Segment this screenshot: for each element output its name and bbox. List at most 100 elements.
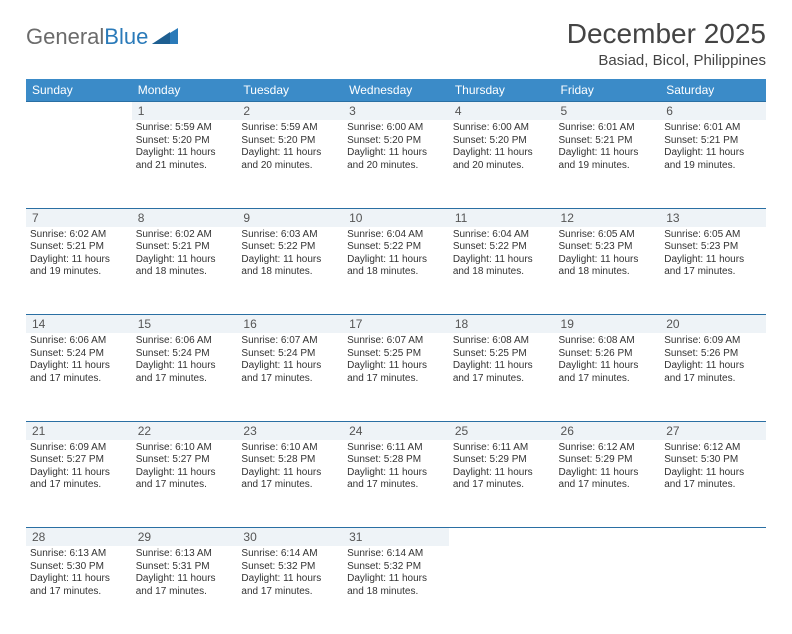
sunset-text: Sunset: 5:32 PM — [347, 561, 445, 574]
sunrise-text: Sunrise: 5:59 AM — [136, 122, 234, 135]
daylight-text: Daylight: 11 hours and 17 minutes. — [30, 360, 128, 385]
sunrise-text: Sunrise: 6:12 AM — [559, 442, 657, 455]
day-cell: Sunrise: 6:01 AMSunset: 5:21 PMDaylight:… — [555, 120, 661, 208]
day-number-cell: 11 — [449, 208, 555, 227]
sunrise-text: Sunrise: 6:03 AM — [241, 229, 339, 242]
sunset-text: Sunset: 5:29 PM — [453, 454, 551, 467]
day-number-cell — [660, 528, 766, 547]
daylight-text: Daylight: 11 hours and 17 minutes. — [241, 467, 339, 492]
day-cell — [26, 120, 132, 208]
weekday-header: Thursday — [449, 79, 555, 102]
daylight-text: Daylight: 11 hours and 17 minutes. — [241, 360, 339, 385]
daylight-text: Daylight: 11 hours and 17 minutes. — [347, 467, 445, 492]
sunset-text: Sunset: 5:32 PM — [241, 561, 339, 574]
logo: GeneralBlue — [26, 18, 178, 50]
day-number-row: 28293031 — [26, 528, 766, 547]
daylight-text: Daylight: 11 hours and 17 minutes. — [30, 573, 128, 598]
sunrise-text: Sunrise: 6:13 AM — [30, 548, 128, 561]
day-cell: Sunrise: 6:13 AMSunset: 5:30 PMDaylight:… — [26, 546, 132, 634]
sunrise-text: Sunrise: 6:08 AM — [559, 335, 657, 348]
day-number-cell: 28 — [26, 528, 132, 547]
daylight-text: Daylight: 11 hours and 18 minutes. — [453, 254, 551, 279]
daylight-text: Daylight: 11 hours and 17 minutes. — [453, 360, 551, 385]
daylight-text: Daylight: 11 hours and 17 minutes. — [347, 360, 445, 385]
daylight-text: Daylight: 11 hours and 19 minutes. — [30, 254, 128, 279]
day-content-row: Sunrise: 6:06 AMSunset: 5:24 PMDaylight:… — [26, 333, 766, 421]
daylight-text: Daylight: 11 hours and 17 minutes. — [664, 254, 762, 279]
daylight-text: Daylight: 11 hours and 17 minutes. — [241, 573, 339, 598]
sunrise-text: Sunrise: 6:01 AM — [559, 122, 657, 135]
logo-text-gray: General — [26, 24, 104, 50]
day-number-cell: 19 — [555, 315, 661, 334]
day-number-cell: 22 — [132, 421, 238, 440]
sunrise-text: Sunrise: 6:00 AM — [453, 122, 551, 135]
day-cell: Sunrise: 6:05 AMSunset: 5:23 PMDaylight:… — [555, 227, 661, 315]
sunrise-text: Sunrise: 6:13 AM — [136, 548, 234, 561]
daylight-text: Daylight: 11 hours and 17 minutes. — [136, 360, 234, 385]
day-number-cell: 29 — [132, 528, 238, 547]
sunset-text: Sunset: 5:26 PM — [559, 348, 657, 361]
sunset-text: Sunset: 5:27 PM — [136, 454, 234, 467]
sunset-text: Sunset: 5:29 PM — [559, 454, 657, 467]
day-cell: Sunrise: 6:04 AMSunset: 5:22 PMDaylight:… — [449, 227, 555, 315]
logo-text-blue: Blue — [104, 24, 148, 50]
sunset-text: Sunset: 5:20 PM — [453, 135, 551, 148]
daylight-text: Daylight: 11 hours and 17 minutes. — [453, 467, 551, 492]
day-cell: Sunrise: 6:02 AMSunset: 5:21 PMDaylight:… — [26, 227, 132, 315]
day-cell: Sunrise: 6:08 AMSunset: 5:26 PMDaylight:… — [555, 333, 661, 421]
weekday-header: Monday — [132, 79, 238, 102]
day-cell: Sunrise: 6:09 AMSunset: 5:26 PMDaylight:… — [660, 333, 766, 421]
day-cell: Sunrise: 6:12 AMSunset: 5:30 PMDaylight:… — [660, 440, 766, 528]
daylight-text: Daylight: 11 hours and 20 minutes. — [453, 147, 551, 172]
weekday-header: Wednesday — [343, 79, 449, 102]
sunrise-text: Sunrise: 6:09 AM — [664, 335, 762, 348]
day-cell: Sunrise: 6:07 AMSunset: 5:25 PMDaylight:… — [343, 333, 449, 421]
sunrise-text: Sunrise: 6:07 AM — [241, 335, 339, 348]
sunset-text: Sunset: 5:31 PM — [136, 561, 234, 574]
day-number-cell: 20 — [660, 315, 766, 334]
sunset-text: Sunset: 5:27 PM — [30, 454, 128, 467]
day-cell: Sunrise: 6:11 AMSunset: 5:29 PMDaylight:… — [449, 440, 555, 528]
header: GeneralBlue December 2025 Basiad, Bicol,… — [26, 18, 766, 69]
day-number-cell: 2 — [237, 102, 343, 121]
sunrise-text: Sunrise: 6:06 AM — [136, 335, 234, 348]
daylight-text: Daylight: 11 hours and 18 minutes. — [347, 254, 445, 279]
sunset-text: Sunset: 5:22 PM — [453, 241, 551, 254]
daylight-text: Daylight: 11 hours and 18 minutes. — [347, 573, 445, 598]
sunset-text: Sunset: 5:24 PM — [241, 348, 339, 361]
day-number-cell: 30 — [237, 528, 343, 547]
calendar-body: 123456Sunrise: 5:59 AMSunset: 5:20 PMDay… — [26, 102, 766, 634]
sunrise-text: Sunrise: 6:07 AM — [347, 335, 445, 348]
sunrise-text: Sunrise: 6:06 AM — [30, 335, 128, 348]
day-number-cell: 16 — [237, 315, 343, 334]
day-number-cell: 15 — [132, 315, 238, 334]
sunset-text: Sunset: 5:24 PM — [30, 348, 128, 361]
day-number-cell: 1 — [132, 102, 238, 121]
day-number-cell — [449, 528, 555, 547]
daylight-text: Daylight: 11 hours and 17 minutes. — [136, 467, 234, 492]
sunset-text: Sunset: 5:26 PM — [664, 348, 762, 361]
sunrise-text: Sunrise: 5:59 AM — [241, 122, 339, 135]
sunrise-text: Sunrise: 6:01 AM — [664, 122, 762, 135]
sunset-text: Sunset: 5:22 PM — [347, 241, 445, 254]
weekday-header: Tuesday — [237, 79, 343, 102]
day-number-cell: 23 — [237, 421, 343, 440]
sunrise-text: Sunrise: 6:10 AM — [136, 442, 234, 455]
daylight-text: Daylight: 11 hours and 17 minutes. — [136, 573, 234, 598]
sunset-text: Sunset: 5:21 PM — [136, 241, 234, 254]
sunrise-text: Sunrise: 6:02 AM — [136, 229, 234, 242]
location: Basiad, Bicol, Philippines — [567, 52, 766, 69]
daylight-text: Daylight: 11 hours and 17 minutes. — [664, 360, 762, 385]
day-number-cell: 14 — [26, 315, 132, 334]
daylight-text: Daylight: 11 hours and 18 minutes. — [559, 254, 657, 279]
logo-triangle-icon — [152, 24, 178, 50]
day-cell: Sunrise: 6:10 AMSunset: 5:28 PMDaylight:… — [237, 440, 343, 528]
weekday-header-row: Sunday Monday Tuesday Wednesday Thursday… — [26, 79, 766, 102]
day-cell: Sunrise: 6:08 AMSunset: 5:25 PMDaylight:… — [449, 333, 555, 421]
sunrise-text: Sunrise: 6:08 AM — [453, 335, 551, 348]
day-number-cell: 12 — [555, 208, 661, 227]
sunrise-text: Sunrise: 6:05 AM — [559, 229, 657, 242]
day-number-cell — [555, 528, 661, 547]
daylight-text: Daylight: 11 hours and 17 minutes. — [559, 467, 657, 492]
daylight-text: Daylight: 11 hours and 21 minutes. — [136, 147, 234, 172]
